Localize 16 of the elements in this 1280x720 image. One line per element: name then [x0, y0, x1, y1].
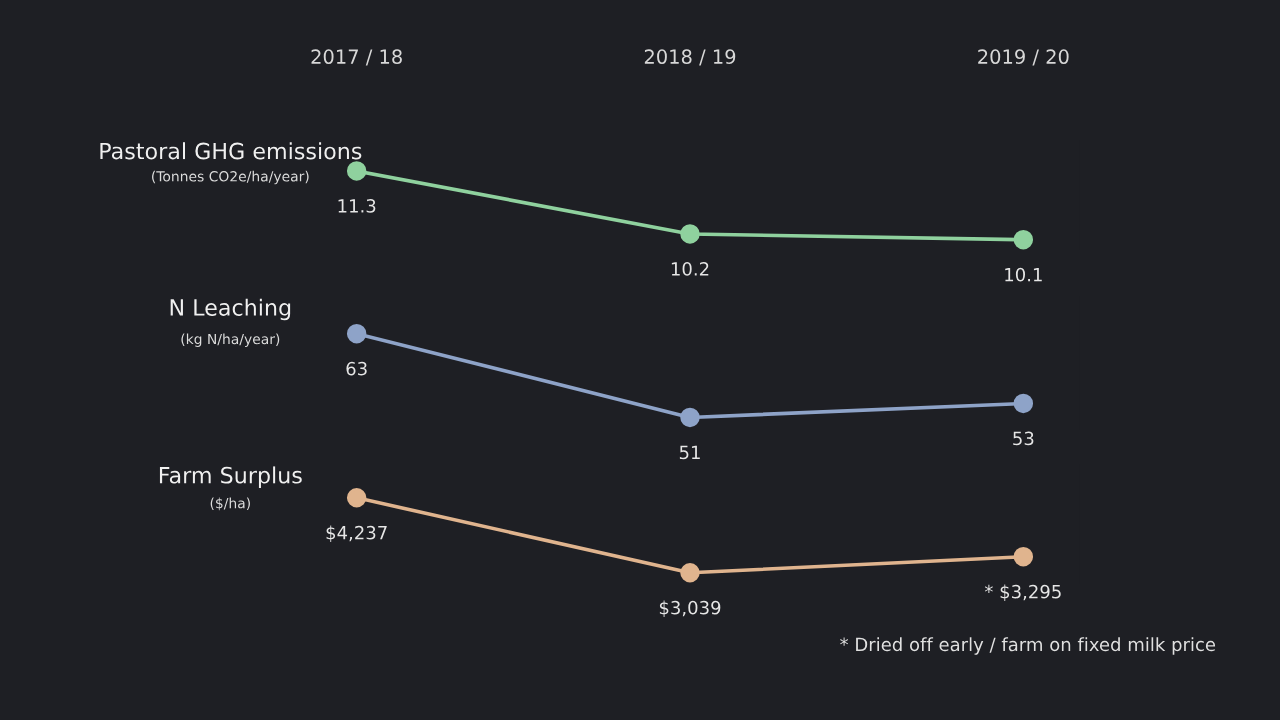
text: * Dried off early / farm on fixed milk price: [840, 637, 1216, 655]
data-label: $3,039: [659, 600, 721, 617]
data-label: 53: [1013, 431, 1034, 446]
chart-title: Farm Surplus: [159, 466, 302, 488]
chart-title: N Leaching: [170, 298, 291, 321]
data-label: $4,237: [326, 525, 387, 542]
x-tick-label: 2019 / 20: [978, 49, 1069, 66]
data-label: * $3,295: [984, 584, 1061, 601]
data-label: 51: [679, 445, 700, 460]
x-tick-label: 2018 / 19: [644, 49, 736, 66]
x-tick-label: 2017 / 18: [311, 49, 402, 66]
data-label: 11.3: [338, 199, 376, 213]
data-label: 10.1: [1005, 267, 1042, 282]
chart-title: Pastoral GHG emissions: [100, 142, 362, 160]
data-label: 10.2: [671, 262, 709, 276]
data-label: 63: [346, 361, 367, 376]
